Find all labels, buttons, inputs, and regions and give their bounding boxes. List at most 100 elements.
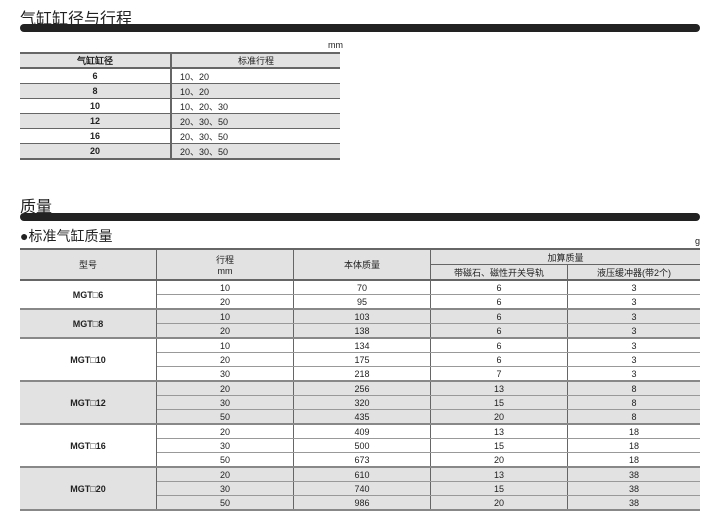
stroke-cell: 10、20、30 bbox=[171, 98, 340, 114]
magnet-mass-cell: 15 bbox=[430, 481, 568, 496]
shock-mass-cell: 3 bbox=[567, 366, 700, 382]
unit-label: g bbox=[695, 236, 701, 246]
header-stroke: 行程 mm bbox=[156, 249, 294, 281]
magnet-mass-cell: 13 bbox=[430, 381, 568, 396]
body-mass-cell: 986 bbox=[293, 495, 431, 511]
bore-cell: 12 bbox=[20, 113, 172, 129]
bore-cell: 8 bbox=[20, 83, 172, 99]
body-mass-cell: 610 bbox=[293, 467, 431, 482]
shock-mass-cell: 8 bbox=[567, 409, 700, 425]
body-mass-cell: 70 bbox=[293, 280, 431, 295]
stroke-cell: 20 bbox=[156, 424, 294, 439]
body-mass-cell: 673 bbox=[293, 452, 431, 468]
header-added-mass: 加算质量 bbox=[430, 249, 700, 265]
body-mass-cell: 95 bbox=[293, 294, 431, 310]
table-row: MGT□16 20 409 13 18 bbox=[20, 424, 700, 468]
stroke-cell: 50 bbox=[156, 452, 294, 468]
table-row: 10 10、20、30 bbox=[20, 98, 340, 114]
stroke-cell: 20 bbox=[156, 352, 294, 367]
model-cell: MGT□20 bbox=[20, 467, 157, 511]
bore-cell: 10 bbox=[20, 98, 172, 114]
table-row: 50 435 20 8 bbox=[20, 409, 700, 425]
table-row: 16 20、30、50 bbox=[20, 128, 340, 144]
model-cell: MGT□6 bbox=[20, 280, 157, 310]
section-divider bbox=[20, 24, 700, 32]
body-mass-cell: 134 bbox=[293, 338, 431, 353]
stroke-cell: 10 bbox=[156, 338, 294, 353]
table-row: 8 10、20 bbox=[20, 83, 340, 99]
stroke-cell: 10 bbox=[156, 280, 294, 295]
magnet-mass-cell: 13 bbox=[430, 467, 568, 482]
stroke-cell: 10、20 bbox=[171, 83, 340, 99]
model-cell: MGT□10 bbox=[20, 338, 157, 382]
body-mass-cell: 409 bbox=[293, 424, 431, 439]
magnet-mass-cell: 6 bbox=[430, 280, 568, 295]
magnet-mass-cell: 6 bbox=[430, 323, 568, 339]
stroke-cell: 50 bbox=[156, 409, 294, 425]
shock-mass-cell: 38 bbox=[567, 481, 700, 496]
stroke-cell: 20、30、50 bbox=[171, 113, 340, 129]
stroke-cell: 20、30、50 bbox=[171, 128, 340, 144]
stroke-cell: 10、20 bbox=[171, 68, 340, 84]
stroke-cell: 30 bbox=[156, 481, 294, 496]
table-row: 50 986 20 38 bbox=[20, 495, 700, 511]
table-row: 12 20、30、50 bbox=[20, 113, 340, 129]
magnet-mass-cell: 15 bbox=[430, 438, 568, 453]
body-mass-cell: 218 bbox=[293, 366, 431, 382]
section-title-bore-stroke: 气缸缸径与行程 bbox=[20, 11, 133, 28]
shock-mass-cell: 18 bbox=[567, 452, 700, 468]
mass-table: 型号 行程 mm 本体质量 加算质量 带磁石、磁性开关导轨 液压缓冲器(带2个) … bbox=[20, 248, 700, 511]
table-row: 30 500 15 18 bbox=[20, 438, 700, 453]
table-row: MGT□10 10 134 6 3 bbox=[20, 338, 700, 382]
bore-stroke-table: 气缸缸径 标准行程 6 10、20 8 10、20 10 10、20、30 12 20、30、5… bbox=[20, 52, 340, 160]
shock-mass-cell: 3 bbox=[567, 294, 700, 310]
shock-mass-cell: 3 bbox=[567, 280, 700, 295]
shock-mass-cell: 3 bbox=[567, 309, 700, 324]
magnet-mass-cell: 20 bbox=[430, 452, 568, 468]
body-mass-cell: 175 bbox=[293, 352, 431, 367]
stroke-cell: 20 bbox=[156, 323, 294, 339]
stroke-cell: 30 bbox=[156, 438, 294, 453]
body-mass-cell: 435 bbox=[293, 409, 431, 425]
table-row: 30 320 15 8 bbox=[20, 395, 700, 410]
header-magnet-rail: 带磁石、磁性开关导轨 bbox=[430, 264, 568, 281]
magnet-mass-cell: 6 bbox=[430, 309, 568, 324]
model-cell: MGT□16 bbox=[20, 424, 157, 468]
header-bore: 气缸缸径 bbox=[20, 53, 172, 69]
shock-mass-cell: 3 bbox=[567, 323, 700, 339]
table-row: 20 20、30、50 bbox=[20, 143, 340, 160]
shock-mass-cell: 18 bbox=[567, 438, 700, 453]
stroke-cell: 20 bbox=[156, 381, 294, 396]
stroke-cell: 20 bbox=[156, 467, 294, 482]
table-row: 20 138 6 3 bbox=[20, 323, 700, 339]
stroke-cell: 30 bbox=[156, 395, 294, 410]
body-mass-cell: 103 bbox=[293, 309, 431, 324]
subtitle-standard-mass: ●标准气缸质量 bbox=[20, 228, 113, 244]
magnet-mass-cell: 6 bbox=[430, 338, 568, 353]
shock-mass-cell: 8 bbox=[567, 395, 700, 410]
stroke-cell: 10 bbox=[156, 309, 294, 324]
magnet-mass-cell: 6 bbox=[430, 352, 568, 367]
table-row: 6 10、20 bbox=[20, 68, 340, 84]
table-row: MGT□8 10 103 6 3 bbox=[20, 309, 700, 339]
model-cell: MGT□8 bbox=[20, 309, 157, 339]
shock-mass-cell: 18 bbox=[567, 424, 700, 439]
magnet-mass-cell: 13 bbox=[430, 424, 568, 439]
magnet-mass-cell: 6 bbox=[430, 294, 568, 310]
stroke-cell: 20 bbox=[156, 294, 294, 310]
table-row: 30 218 7 3 bbox=[20, 366, 700, 382]
shock-mass-cell: 8 bbox=[567, 381, 700, 396]
section-title-mass: 质量 bbox=[20, 199, 53, 216]
body-mass-cell: 740 bbox=[293, 481, 431, 496]
header-body-mass: 本体质量 bbox=[293, 249, 431, 281]
bore-cell: 20 bbox=[20, 143, 172, 160]
shock-mass-cell: 38 bbox=[567, 467, 700, 482]
body-mass-cell: 138 bbox=[293, 323, 431, 339]
shock-mass-cell: 3 bbox=[567, 352, 700, 367]
magnet-mass-cell: 7 bbox=[430, 366, 568, 382]
table-row: 20 175 6 3 bbox=[20, 352, 700, 367]
bore-cell: 6 bbox=[20, 68, 172, 84]
table-row: 20 95 6 3 bbox=[20, 294, 700, 310]
section-divider bbox=[20, 213, 700, 221]
body-mass-cell: 500 bbox=[293, 438, 431, 453]
